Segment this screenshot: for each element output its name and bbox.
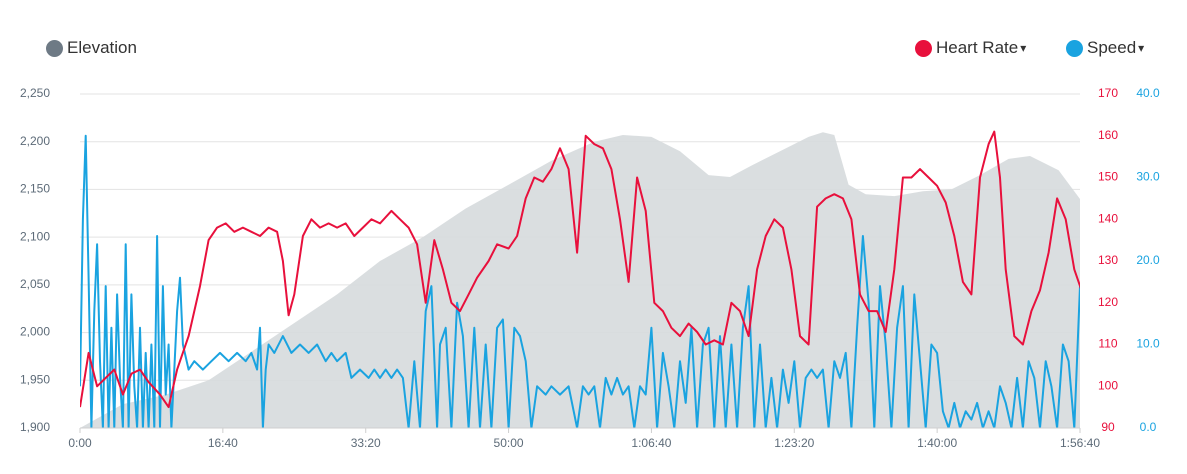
legend-speed-label: Speed xyxy=(1087,38,1137,57)
speed-tick-label: 30.0 xyxy=(1136,170,1160,184)
heart-rate-tick-label: 170 xyxy=(1098,86,1118,100)
legend-heart-rate[interactable]: Heart Rate ▾ xyxy=(915,38,1026,58)
heart-rate-tick-label: 120 xyxy=(1098,295,1118,309)
elevation-dot-icon xyxy=(46,39,63,57)
legend-speed[interactable]: Speed ▾ xyxy=(1066,38,1144,58)
speed-tick-label: 40.0 xyxy=(1136,86,1160,100)
heart-rate-tick-label: 100 xyxy=(1098,378,1118,392)
heart-rate-dot-icon xyxy=(915,39,932,57)
speed-tick-label: 0.0 xyxy=(1140,420,1157,434)
x-tick-label: 0:00 xyxy=(68,436,92,450)
heart-rate-line xyxy=(80,130,1080,409)
elevation-tick-label: 2,250 xyxy=(20,86,50,100)
speed-tick-label: 20.0 xyxy=(1136,253,1160,267)
speed-line xyxy=(80,134,1080,428)
x-tick-label: 1:40:00 xyxy=(917,436,957,450)
legend-elevation-label: Elevation xyxy=(67,38,137,57)
x-tick-label: 1:23:20 xyxy=(774,436,814,450)
speed-dropdown-icon[interactable]: ▾ xyxy=(1138,41,1145,55)
elevation-tick-label: 2,150 xyxy=(20,182,50,196)
elevation-tick-label: 2,050 xyxy=(20,277,50,291)
x-tick-label: 1:06:40 xyxy=(631,436,671,450)
elevation-area xyxy=(80,132,1080,428)
x-tick-label: 33:20 xyxy=(351,436,381,450)
elevation-tick-label: 1,900 xyxy=(20,420,50,434)
x-tick-label: 50:00 xyxy=(494,436,524,450)
x-tick-label: 16:40 xyxy=(208,436,238,450)
heart-rate-tick-label: 140 xyxy=(1098,211,1118,225)
elevation-tick-label: 2,100 xyxy=(20,229,50,243)
heart-rate-tick-label: 150 xyxy=(1098,170,1118,184)
heart-rate-tick-label: 160 xyxy=(1098,128,1118,142)
speed-dot-icon xyxy=(1066,39,1083,57)
heart-rate-tick-label: 110 xyxy=(1098,337,1117,351)
elevation-tick-label: 2,200 xyxy=(20,134,50,148)
elevation-tick-label: 2,000 xyxy=(20,325,50,339)
elevation-tick-label: 1,950 xyxy=(20,372,50,386)
heart-rate-dropdown-icon[interactable]: ▾ xyxy=(1020,41,1027,55)
heart-rate-tick-label: 130 xyxy=(1098,253,1118,267)
heart-rate-tick-label: 90 xyxy=(1101,420,1115,434)
legend-heart-rate-label: Heart Rate xyxy=(936,38,1019,57)
speed-tick-label: 10.0 xyxy=(1136,337,1160,351)
x-tick-label: 1:56:40 xyxy=(1060,436,1100,450)
legend-elevation[interactable]: Elevation xyxy=(46,38,137,58)
